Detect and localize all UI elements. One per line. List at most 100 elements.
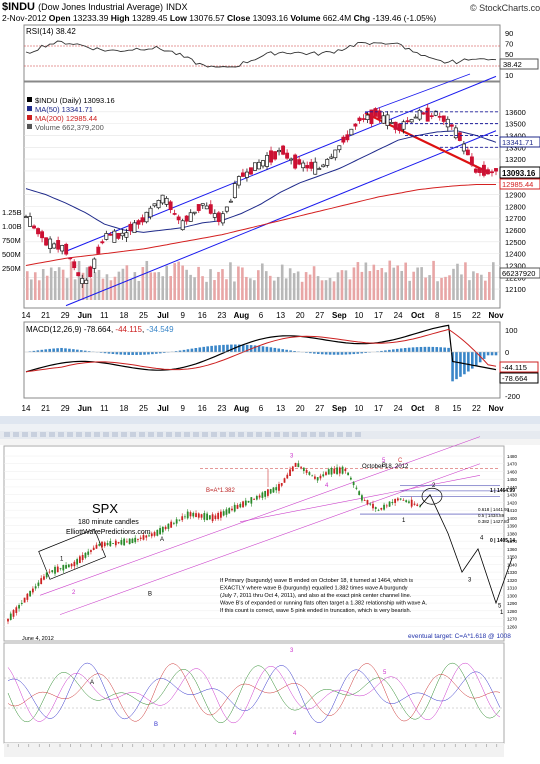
volume-bar	[341, 270, 344, 300]
candle-body	[49, 239, 52, 249]
june-note: June 4, 2012	[22, 636, 54, 642]
macd-hist-bar	[266, 347, 269, 352]
volume-bar	[357, 262, 360, 300]
macd-hist-bar	[131, 352, 134, 355]
date-tick: 21	[41, 404, 50, 413]
macd-hist-bar	[76, 350, 79, 352]
legend-label: MA(50) 13341.71	[35, 105, 93, 114]
date-tick: 16	[198, 404, 207, 413]
candle-body	[209, 205, 212, 214]
candle-body	[97, 247, 100, 253]
volume-bar	[225, 279, 228, 300]
candle-body	[265, 155, 268, 166]
toolbar-button	[247, 432, 253, 437]
volume-bar	[50, 268, 53, 300]
macd-hist-bar	[206, 346, 209, 352]
candle-body	[466, 150, 469, 155]
candle-body	[269, 151, 272, 162]
candle-body	[65, 244, 68, 254]
candle-body	[442, 116, 445, 122]
date-tick: 11	[100, 311, 109, 320]
fib-levels: 0.618 | 1441.930.5 | 1434.890.382 | 1427…	[478, 507, 510, 524]
spx-candle	[173, 523, 175, 524]
indu-chart: $INDU (Dow Jones Industrial Average) IND…	[0, 0, 540, 414]
macd-hist-bar	[52, 349, 55, 352]
fib-1-label: 1 | 1464.99	[490, 488, 515, 494]
date-tick: 11	[100, 404, 109, 413]
spx-candle	[65, 565, 67, 569]
volume-bar	[193, 277, 196, 300]
macd-hist-bar	[143, 352, 146, 355]
volume-bar	[361, 272, 364, 300]
spx-tick: 1390	[507, 524, 518, 529]
spx-candle	[57, 567, 59, 573]
spx-candle	[76, 559, 78, 565]
volume-bar	[484, 281, 487, 300]
volume-bar	[396, 265, 399, 300]
macd-hist-bar	[416, 347, 419, 352]
volume-bar	[265, 271, 268, 300]
volume-bar	[126, 265, 129, 300]
volume-bar	[70, 261, 73, 300]
volume-bar	[456, 264, 459, 300]
spx-candle	[123, 539, 125, 546]
spx-candle	[115, 541, 117, 546]
volume-bar	[118, 272, 121, 300]
spx-candle	[181, 516, 183, 520]
spx-candle	[369, 504, 371, 505]
toolbar-button	[265, 432, 271, 437]
volume-bar	[325, 280, 328, 300]
macd-hist-bar	[281, 349, 284, 352]
legend-label: Volume 662,379,200	[35, 123, 104, 132]
candle-body	[338, 146, 341, 150]
ohlc-line: 2-Nov-2012 Open 13233.39 High 13289.45 L…	[2, 13, 436, 23]
spx-candle	[336, 467, 338, 474]
volume-bar	[321, 280, 324, 300]
spx-candle	[49, 572, 51, 573]
spx-candle	[32, 589, 34, 593]
volume-bar	[142, 267, 145, 300]
macd-hist-bar	[151, 352, 154, 354]
volume-bar	[98, 270, 101, 300]
candle-body	[137, 221, 140, 225]
date-tick: 24	[394, 404, 403, 413]
spx-tick: 1340	[507, 562, 518, 567]
spx-candle	[112, 543, 114, 544]
volume-bar	[301, 282, 304, 300]
candle-body	[117, 233, 120, 238]
macd-hist-bar	[400, 348, 403, 352]
fib-label: 0.5 | 1434.89	[478, 513, 505, 518]
volume-bar	[189, 275, 192, 300]
candle-body	[77, 273, 80, 276]
fib-label: 0.618 | 1441.93	[478, 507, 510, 512]
spx-candle	[259, 496, 261, 498]
volume-bar	[444, 277, 447, 300]
macd-hist-bar	[447, 348, 450, 352]
volume-bar	[153, 272, 156, 300]
macd-hist-bar	[198, 347, 201, 352]
fib-0-label: 0 | 1405.14	[490, 538, 515, 544]
menu-bar	[0, 424, 540, 431]
date-tick: 17	[374, 404, 383, 413]
volume-bar	[448, 275, 451, 300]
volume-bar	[181, 266, 184, 300]
spx-candle	[284, 478, 286, 482]
toolbar-button	[85, 432, 91, 437]
spx-candle	[361, 495, 363, 500]
price-axis: 1360013500134001330013200131001300012900…	[505, 108, 526, 294]
spx-candle	[344, 469, 346, 471]
candle-body	[225, 207, 228, 211]
toolbar-button	[76, 432, 82, 437]
candle-body	[450, 125, 453, 126]
spx-candle	[109, 541, 111, 546]
price-tick: 12600	[505, 226, 526, 235]
macd-hist-bar	[274, 348, 277, 352]
commentary-line: (July 7, 2011 thru Oct 4, 2011), and als…	[220, 593, 412, 599]
candle-body	[414, 117, 417, 118]
candle-body	[326, 159, 329, 165]
candle-body	[273, 152, 276, 160]
spx-candle	[350, 478, 352, 480]
spx-candle	[43, 576, 45, 579]
date-tick: 22	[472, 404, 481, 413]
candle-body	[169, 202, 172, 210]
